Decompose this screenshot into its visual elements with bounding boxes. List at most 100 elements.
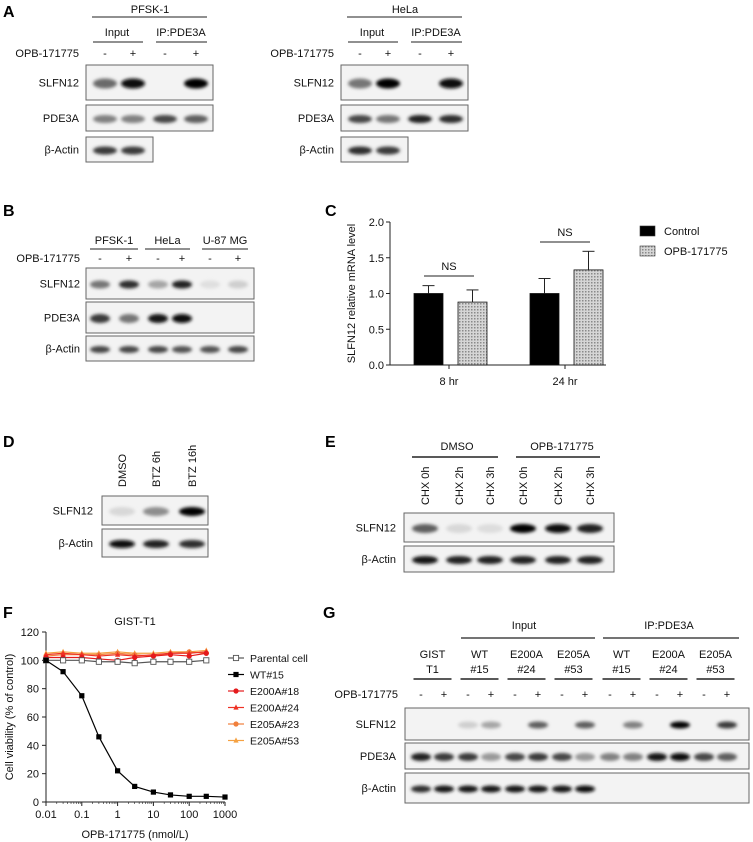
series-line bbox=[45, 651, 207, 657]
panel-e-chx-western-blot: DMSO OPB-171775 CHX 0h CHX 2h CHX 3h CHX 0h CH… bbox=[356, 441, 615, 573]
protein-band bbox=[439, 115, 463, 123]
data-point bbox=[132, 783, 138, 790]
lane-label: CHX 2h bbox=[454, 466, 466, 505]
protein-band bbox=[412, 524, 438, 533]
sample-label: #15 bbox=[470, 664, 488, 676]
treatment-sign: - bbox=[466, 689, 470, 701]
group-label-input: Input bbox=[105, 27, 129, 39]
protein-band bbox=[153, 115, 177, 123]
protein-band bbox=[121, 146, 145, 155]
protein-band bbox=[510, 556, 536, 564]
treatment-sign: - bbox=[419, 689, 423, 701]
protein-band bbox=[411, 785, 431, 793]
data-point bbox=[95, 658, 102, 665]
cell-line-label: PFSK-1 bbox=[131, 4, 170, 16]
lane-label: DMSO bbox=[117, 454, 129, 487]
treatment-sign: + bbox=[535, 689, 541, 701]
treatment-label: OPB-171775 bbox=[16, 253, 80, 265]
row-label: β-Actin bbox=[300, 145, 334, 157]
sample-label: T1 bbox=[426, 664, 439, 676]
protein-band bbox=[119, 314, 139, 323]
row-label: SLFN12 bbox=[39, 78, 79, 90]
protein-band bbox=[228, 280, 248, 289]
treatment-sign: - bbox=[208, 253, 212, 265]
protein-band bbox=[348, 146, 372, 155]
treatment-sign: - bbox=[418, 48, 422, 60]
group-label-input: Input bbox=[512, 620, 536, 632]
legend-label: E200A#24 bbox=[250, 703, 299, 715]
significance-label: NS bbox=[557, 227, 572, 239]
bar-treated bbox=[457, 301, 488, 366]
row-label: SLFN12 bbox=[40, 279, 80, 291]
treatment-sign: - bbox=[358, 48, 362, 60]
panel-f-viability-line-chart: GIST-T1 0 20 40 60 80 100 120 0.01 0.1 1 10 100 1000 O… bbox=[4, 616, 308, 841]
treatment-sign: - bbox=[98, 253, 102, 265]
protein-band bbox=[623, 721, 643, 729]
protein-band bbox=[376, 146, 400, 155]
panel-label-f: F bbox=[3, 605, 13, 622]
x-axis-label: OPB-171775 (nmol/L) bbox=[82, 829, 189, 841]
row-label: PDE3A bbox=[43, 113, 80, 125]
lane-label: CHX 2h bbox=[553, 466, 565, 505]
treatment-label: OPB-171775 bbox=[270, 48, 334, 60]
protein-band bbox=[148, 346, 168, 353]
sample-label: WT bbox=[613, 649, 630, 661]
y-tick-label: 100 bbox=[21, 655, 39, 667]
blot-membrane bbox=[85, 335, 255, 362]
row-label: SLFN12 bbox=[294, 78, 334, 90]
protein-band bbox=[477, 524, 503, 533]
y-tick-label: 1.5 bbox=[369, 253, 384, 265]
protein-band bbox=[446, 556, 472, 564]
protein-band bbox=[119, 280, 139, 289]
x-tick-label: 0.01 bbox=[35, 809, 56, 821]
panel-g-mutant-coip-blot: Input IP:PDE3A GIST T1 WT #15 E200A #24 E205A #53… bbox=[334, 620, 750, 804]
treatment-sign: - bbox=[608, 689, 612, 701]
legend-label: E200A#18 bbox=[250, 686, 299, 698]
series-line bbox=[45, 649, 207, 654]
protein-band bbox=[348, 115, 372, 123]
data-point bbox=[203, 793, 209, 799]
series-line bbox=[46, 652, 207, 661]
protein-band bbox=[93, 115, 117, 123]
protein-band bbox=[376, 78, 400, 89]
protein-band bbox=[528, 721, 548, 729]
data-point bbox=[150, 653, 156, 659]
group-label-ip: IP:PDE3A bbox=[644, 620, 694, 632]
protein-band bbox=[200, 346, 220, 353]
lane-label: BTZ 6h bbox=[151, 451, 163, 487]
protein-band bbox=[575, 721, 595, 729]
legend-label: E205A#23 bbox=[250, 719, 299, 731]
data-point bbox=[167, 652, 174, 658]
group-label-ip: IP:PDE3A bbox=[411, 27, 461, 39]
sample-label: #24 bbox=[517, 664, 535, 676]
protein-band bbox=[93, 146, 117, 155]
protein-band bbox=[477, 556, 503, 564]
treatment-sign: - bbox=[163, 48, 167, 60]
panel-c-mrna-bar-chart: 0.0 0.5 1.0 1.5 2.0 SLFN12 relative mRNA leve… bbox=[346, 217, 728, 388]
row-label: β-Actin bbox=[362, 783, 396, 795]
treatment-sign: - bbox=[702, 689, 706, 701]
data-point bbox=[232, 654, 240, 662]
treatment-sign: + bbox=[488, 689, 494, 701]
protein-band bbox=[434, 785, 454, 793]
y-tick-label: 80 bbox=[27, 684, 39, 696]
y-tick-label: 40 bbox=[27, 740, 39, 752]
sample-label: E205A bbox=[557, 649, 591, 661]
protein-band bbox=[575, 785, 595, 793]
data-point bbox=[132, 654, 138, 661]
protein-band bbox=[184, 115, 208, 123]
data-point bbox=[78, 657, 85, 664]
treatment-sign: + bbox=[193, 48, 199, 60]
protein-band bbox=[148, 280, 168, 289]
series-wt-15 bbox=[43, 657, 228, 800]
row-label: PDE3A bbox=[360, 751, 397, 763]
protein-band bbox=[411, 753, 431, 761]
protein-band bbox=[670, 721, 690, 729]
data-point bbox=[233, 671, 239, 678]
protein-band bbox=[119, 346, 139, 353]
data-point bbox=[203, 657, 210, 664]
data-point bbox=[60, 650, 66, 656]
protein-band bbox=[121, 78, 145, 89]
chart-title: GIST-T1 bbox=[114, 616, 156, 628]
